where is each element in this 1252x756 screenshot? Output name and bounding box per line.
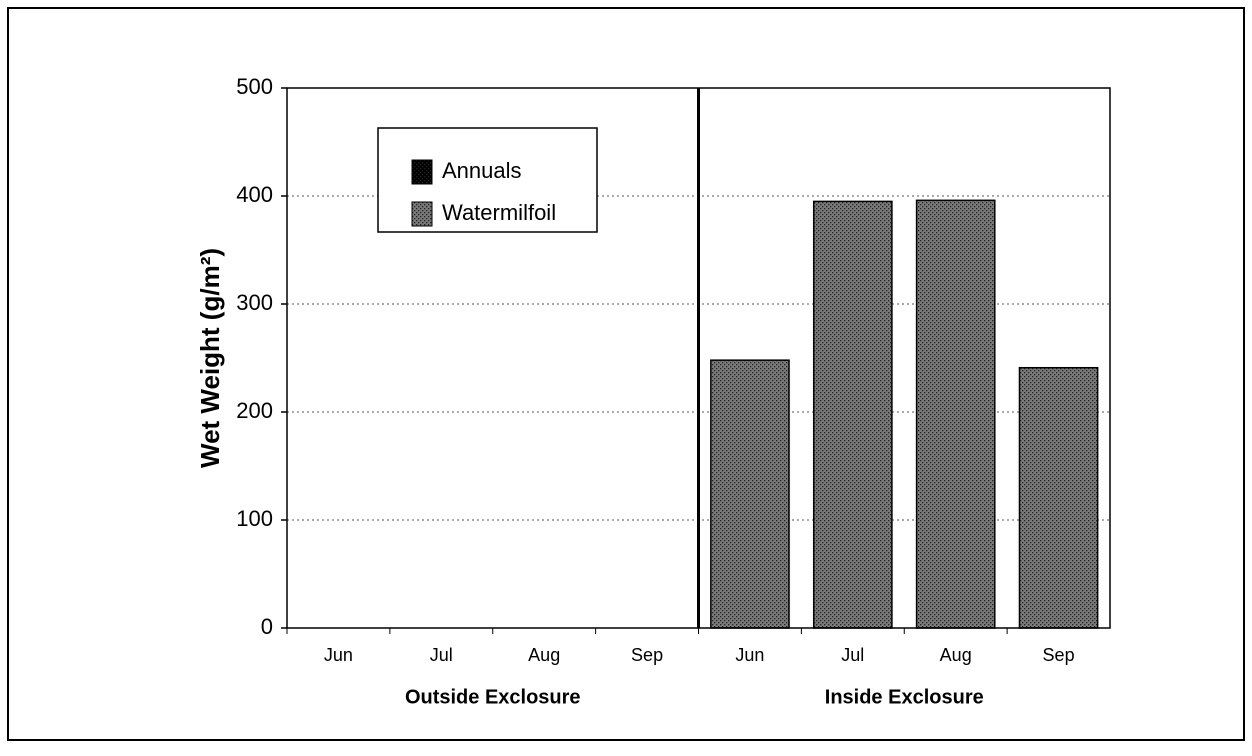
y-tick-label: 100	[236, 506, 273, 531]
x-tick-label: Aug	[940, 645, 972, 665]
y-axis-label: Wet Weight (g/m²)	[195, 248, 225, 468]
bar	[1018, 366, 1099, 629]
group-label: Outside Exclosure	[405, 686, 581, 708]
y-tick-label: 200	[236, 398, 273, 423]
bar	[812, 200, 893, 629]
x-tick-label: Aug	[528, 645, 560, 665]
y-tick-label: 0	[261, 614, 273, 639]
plot-frame	[286, 87, 1111, 629]
y-tick-label: 400	[236, 182, 273, 207]
legend-label: Annuals	[442, 158, 522, 183]
y-tick-label: 500	[236, 74, 273, 99]
x-tick-label: Sep	[631, 645, 663, 665]
frame	[7, 7, 1245, 741]
bar	[915, 199, 996, 629]
y-tick-label: 300	[236, 290, 273, 315]
x-tick-label: Jul	[841, 645, 864, 665]
group-label: Inside Exclosure	[825, 686, 984, 708]
x-tick-label: Jun	[735, 645, 764, 665]
legend-swatch	[411, 159, 433, 185]
legend-swatch	[411, 201, 433, 227]
legend-label: Watermilfoil	[442, 200, 556, 225]
x-tick-label: Jul	[430, 645, 453, 665]
x-tick-label: Sep	[1043, 645, 1075, 665]
x-tick-label: Jun	[324, 645, 353, 665]
bar	[710, 359, 790, 629]
